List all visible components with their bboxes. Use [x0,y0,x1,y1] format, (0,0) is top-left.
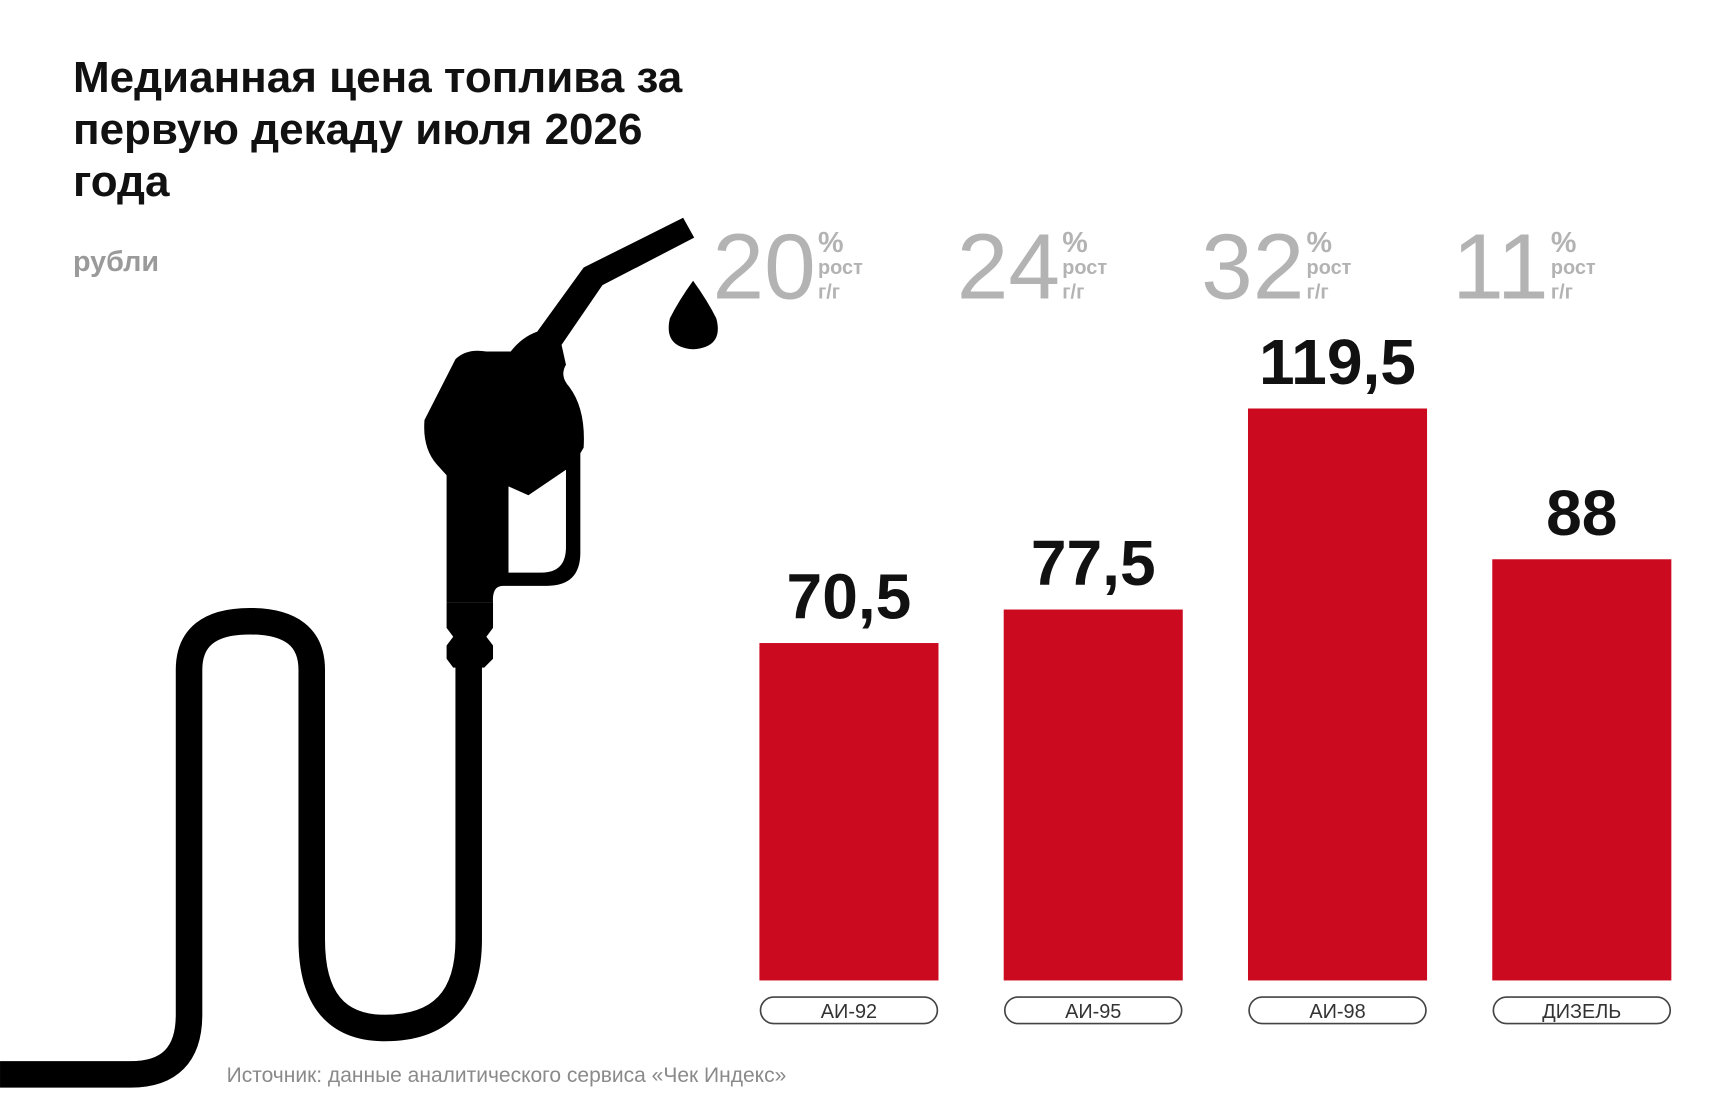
subtitle: рубли [73,246,159,278]
nozzle [424,217,695,603]
growth-unit: % [818,227,844,259]
growth-unit: % [1062,227,1088,259]
growth-value: 24 [957,214,1060,318]
growth-label: г/г [1551,281,1573,303]
growth-unit: % [1551,227,1577,259]
category-pill [1492,996,1672,1025]
chart-title: Медианная цена топлива за первую декаду … [73,53,683,206]
value-label: 77,5 [1031,527,1156,599]
growth-value: 20 [713,214,816,318]
bar [759,643,939,981]
value-label: 70,5 [787,561,912,633]
growth-value: 11 [1452,214,1548,318]
bar [1492,559,1672,981]
fuel-pump-icon [0,217,718,1088]
growth-label: рост [818,257,863,279]
growth-label: г/г [1062,281,1084,303]
growth-label: г/г [1307,281,1329,303]
growth-unit: % [1307,227,1333,259]
x-tick-label: ДИЗЕЛЬ [1542,1001,1621,1023]
growth-value: 32 [1201,214,1304,318]
category-pill [759,996,939,1025]
growth-label: рост [1062,257,1107,279]
growth-label: г/г [818,281,840,303]
hose [0,607,482,1088]
value-label: 119,5 [1259,326,1416,398]
x-tick-label: АИ-95 [1065,1001,1121,1023]
source: Источник: данные аналитического сервиса … [227,1064,787,1087]
growth-label: рост [1307,257,1352,279]
bar [1003,609,1183,981]
category-pill [1003,996,1183,1025]
x-tick-label: АИ-98 [1309,1001,1365,1023]
x-tick-label: АИ-92 [821,1001,877,1023]
bar [1247,408,1428,981]
growth-label: рост [1551,257,1596,279]
value-label: 88 [1546,477,1617,549]
drop [668,280,718,350]
category-pill [1248,996,1427,1025]
nozzle-collar [446,602,494,668]
